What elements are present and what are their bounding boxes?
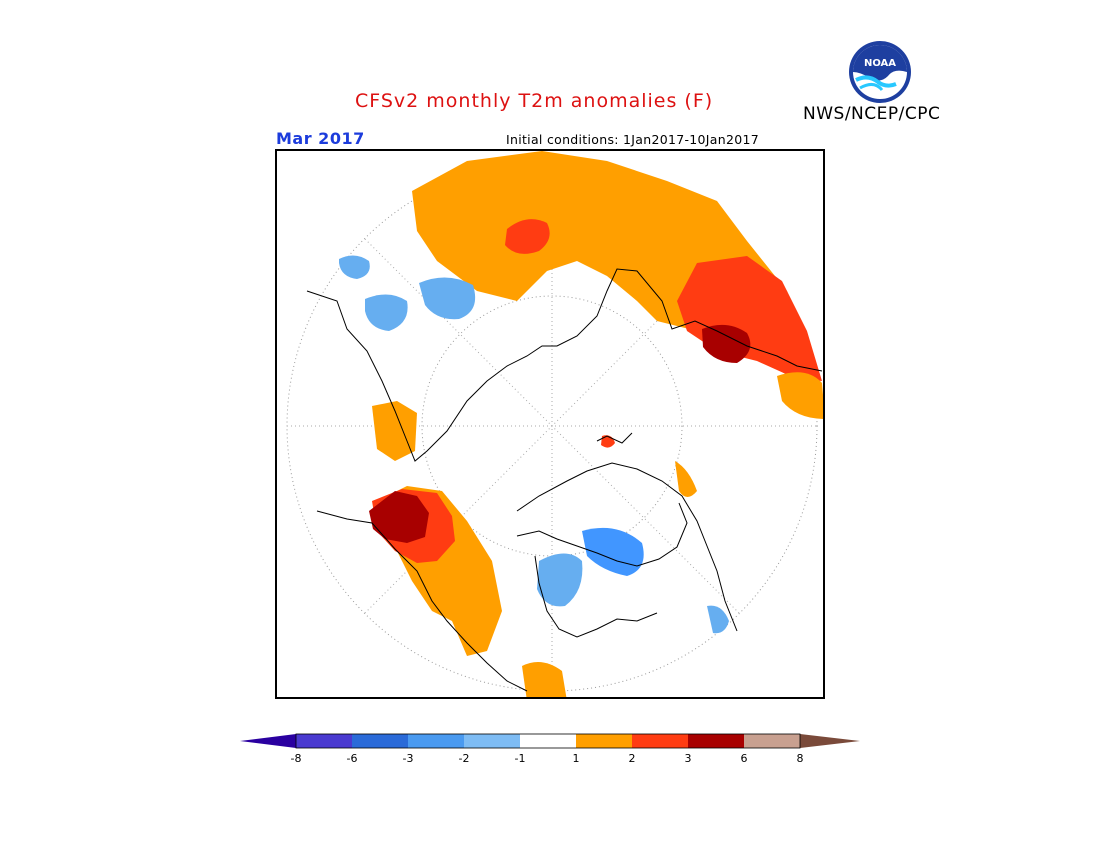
- coastline: [516, 462, 738, 632]
- anomaly-cool-1to2: [707, 605, 729, 634]
- coastline: [316, 510, 528, 692]
- legend-swatch: [464, 734, 520, 748]
- legend-tick-label: 3: [685, 752, 692, 765]
- legend-tick-label: -1: [515, 752, 526, 765]
- anomaly-cool-1to2: [365, 294, 408, 331]
- anomaly-cool-1to2: [537, 553, 583, 607]
- legend-tick-label: 8: [797, 752, 804, 765]
- anomaly-warm-1to2: [372, 401, 417, 461]
- legend-tick-label: -6: [347, 752, 358, 765]
- anomaly-warm-3to6: [702, 324, 751, 363]
- coastline: [534, 555, 658, 638]
- color-legend: -8 -6 -3 -2 -1 1 2 3 6 8: [240, 733, 860, 765]
- coastline: [516, 502, 688, 567]
- legend-tick-label: 2: [629, 752, 636, 765]
- legend-tick-label: -3: [403, 752, 414, 765]
- legend-arrow-high: [800, 734, 860, 748]
- anomaly-warm-2to3: [601, 435, 615, 448]
- legend-swatch: [408, 734, 464, 748]
- noaa-logo: NOAA: [849, 41, 911, 103]
- anomaly-warm-1to2: [522, 662, 567, 697]
- legend-tick-label: 1: [573, 752, 580, 765]
- agency-label: NWS/NCEP/CPC: [803, 104, 941, 124]
- legend-arrow-low: [240, 734, 296, 748]
- anomaly-cool-1to2: [419, 277, 476, 320]
- legend-frame: [295, 733, 801, 749]
- initial-conditions: Initial conditions: 1Jan2017-10Jan2017: [506, 132, 759, 147]
- anomaly-cool-1to2: [339, 255, 370, 279]
- legend-tick-label: -2: [459, 752, 470, 765]
- legend-tick-label: 6: [741, 752, 748, 765]
- anomaly-cool-2to3: [582, 527, 644, 576]
- map-canvas: [286, 151, 823, 697]
- legend-tick-label: -8: [291, 752, 302, 765]
- coastline: [306, 268, 823, 462]
- anomaly-warm-2to3: [505, 219, 550, 254]
- legend-swatch: [296, 734, 352, 748]
- noaa-logo-text: NOAA: [864, 58, 896, 69]
- chart-title: CFSv2 monthly T2m anomalies (F): [355, 90, 714, 112]
- legend-swatch: [744, 734, 800, 748]
- legend-swatch: [352, 734, 408, 748]
- legend-swatch: [520, 734, 576, 748]
- anomaly-warm-1to2: [777, 372, 823, 419]
- anomaly-warm-3to6: [369, 491, 429, 543]
- legend-swatch: [576, 734, 632, 748]
- anomaly-warm-2to3: [677, 256, 822, 381]
- map-panel: [275, 149, 825, 699]
- anomaly-warm-1to2: [675, 461, 697, 497]
- legend-swatch: [688, 734, 744, 748]
- forecast-month: Mar 2017: [276, 129, 365, 148]
- legend-swatch: [632, 734, 688, 748]
- coastline: [596, 432, 633, 444]
